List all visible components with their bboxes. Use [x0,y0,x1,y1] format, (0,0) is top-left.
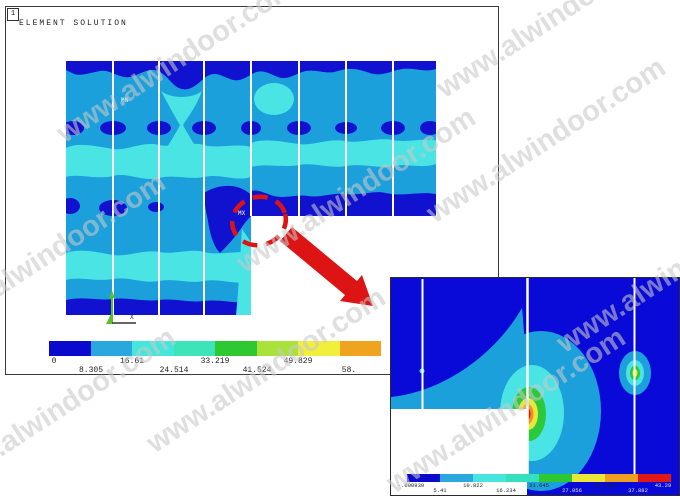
inset-tick-label: 27.056 [562,487,582,494]
max-marker-label: MX [238,210,246,217]
inset-tick-label: 32.468 [595,482,615,489]
colorbar-segment [638,474,671,482]
inset-tick-label: 16.234 [496,487,516,494]
viewport-number-badge: 1 [7,8,19,21]
colorbar-tick-label: 33.219 [200,357,230,366]
colorbar-segment [473,474,506,482]
inset-stress-colorbar [407,474,671,482]
coordinate-triad: X [106,291,136,324]
stress-concentration-region [204,185,293,253]
colorbar-tick-label: 0 [51,357,57,366]
colorbar-tick-label: 58. [341,366,357,375]
colorbar-segment [256,341,298,356]
zoom-inset-window: -.000939 10.822 21.645 32.468 43.29 5.41… [390,277,680,496]
stress-colorbar [49,341,381,356]
mullion-lines [112,61,394,315]
inset-tick-label: 37.882 [628,487,648,494]
colorbar-tick-label: 8.305 [78,366,104,375]
colorbar-tick-label: 49.829 [283,357,313,366]
colorbar-tick-label: 41.524 [242,366,272,375]
colorbar-segment [173,341,215,356]
colorbar-tick-label: 24.514 [159,366,189,375]
colorbar-segment [440,474,473,482]
colorbar-segment [572,474,605,482]
ansys-main-window: 1 ELEMENT SOLUTION [5,6,499,375]
inset-tick-label: -.000939 [397,482,425,489]
inset-tick-label: 5.41 [433,487,447,494]
zoom-callout-arrow [280,227,373,306]
colorbar-segment [339,341,381,356]
inset-contour-plot [391,278,679,495]
colorbar-segment [605,474,638,482]
colorbar-tick-label: 16.61 [119,357,145,366]
highlight-circle [229,194,289,248]
inset-tick-label: 21.645 [529,482,549,489]
colorbar-segment [298,341,340,356]
colorbar-segment [49,341,91,356]
min-marker-label: MN [121,97,129,104]
contour-plot: MN MX X [66,61,436,324]
inset-tick-label: 10.822 [463,482,483,489]
colorbar-segment [90,341,132,356]
x-axis-label: X [130,314,134,321]
analysis-type-label: ELEMENT SOLUTION [19,19,128,28]
inset-tick-label: 43.29 [654,482,672,489]
colorbar-segment [132,341,174,356]
inset-mullion-lines [421,278,636,474]
colorbar-segment [215,341,257,356]
colorbar-segment [506,474,539,482]
colorbar-segment [407,474,440,482]
colorbar-segment [539,474,572,482]
